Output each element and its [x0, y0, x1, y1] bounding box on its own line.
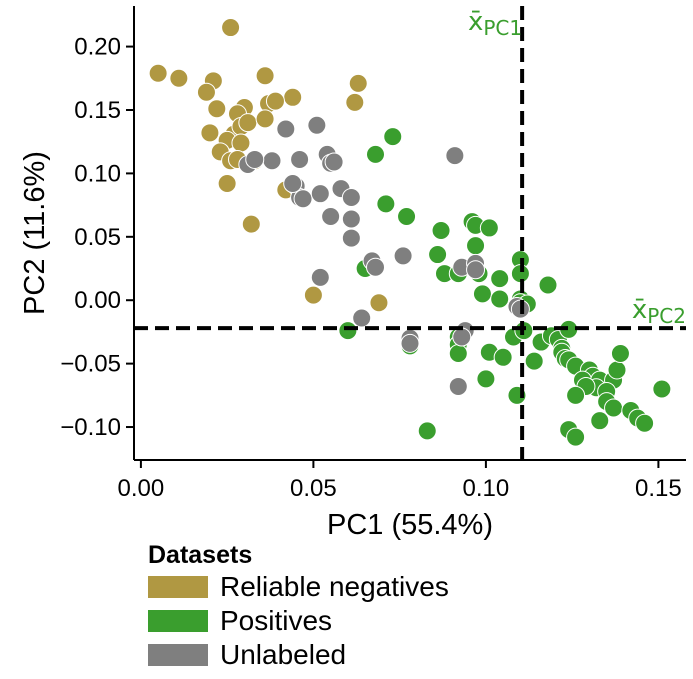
point-positives: [428, 245, 448, 265]
point-unlabeled: [310, 267, 330, 287]
point-unlabeled: [245, 149, 265, 169]
y-tick-label: 0.00: [74, 287, 121, 314]
legend-label: Reliable negatives: [220, 571, 449, 602]
point-positives: [472, 284, 492, 304]
point-unlabeled: [341, 187, 361, 207]
point-positives: [590, 411, 610, 431]
point-positives: [476, 369, 496, 389]
legend-label: Unlabeled: [220, 639, 347, 670]
point-reliable-negatives: [196, 82, 216, 102]
point-unlabeled: [283, 174, 303, 194]
point-positives: [607, 360, 627, 380]
point-reliable-negatives: [207, 99, 227, 119]
mean-lines: [134, 6, 686, 460]
point-unlabeled: [393, 246, 413, 266]
point-positives: [397, 207, 417, 227]
point-positives: [383, 127, 403, 147]
y-ticks: −0.10 −0.05 0.00 0.05 0.10 0.15 0.20: [60, 34, 134, 441]
point-positives: [376, 194, 396, 214]
y-tick-label: 0.10: [74, 160, 121, 187]
point-unlabeled: [341, 228, 361, 248]
y-tick-label: 0.15: [74, 97, 121, 124]
point-reliable-negatives: [348, 73, 368, 93]
point-reliable-negatives: [169, 68, 189, 88]
point-unlabeled: [310, 184, 330, 204]
point-unlabeled: [352, 308, 372, 328]
legend-swatch: [148, 576, 208, 598]
y-tick-label: −0.05: [60, 351, 121, 378]
point-positives: [479, 218, 499, 238]
point-unlabeled: [448, 376, 468, 396]
point-reliable-negatives: [303, 285, 323, 305]
point-unlabeled: [452, 327, 472, 347]
point-unlabeled: [400, 333, 420, 353]
point-positives: [652, 379, 672, 399]
x-tick-label: 0.05: [290, 475, 337, 502]
point-unlabeled: [366, 257, 385, 277]
point-reliable-negatives: [231, 133, 251, 153]
legend-swatch: [148, 644, 208, 666]
point-positives: [490, 269, 510, 289]
point-positives: [493, 347, 513, 367]
y-axis-label: PC2 (11.6%): [19, 151, 51, 315]
legend-item-reliable-negatives: Reliable negatives: [148, 570, 449, 604]
point-reliable-negatives: [241, 214, 261, 234]
point-unlabeled: [290, 149, 310, 169]
legend: Datasets Reliable negatives Positives Un…: [148, 540, 449, 672]
point-reliable-negatives: [265, 91, 285, 111]
point-reliable-negatives: [148, 63, 168, 83]
point-reliable-negatives: [238, 113, 258, 133]
legend-item-positives: Positives: [148, 604, 449, 638]
x-tick-label: 0.15: [635, 475, 682, 502]
point-positives: [417, 421, 437, 441]
point-reliable-negatives: [221, 18, 241, 38]
points-layer: [148, 18, 672, 447]
point-unlabeled: [466, 260, 486, 280]
point-positives: [538, 275, 558, 295]
point-positives: [610, 343, 630, 363]
point-positives: [490, 289, 510, 309]
point-unlabeled: [262, 151, 282, 171]
legend-item-unlabeled: Unlabeled: [148, 638, 449, 672]
y-tick-label: 0.05: [74, 224, 121, 251]
point-unlabeled: [321, 207, 341, 227]
point-reliable-negatives: [345, 92, 365, 112]
x-axis-label: PC1 (55.4%): [327, 509, 493, 541]
y-tick-label: −0.10: [60, 414, 121, 441]
point-reliable-negatives: [255, 109, 275, 129]
point-positives: [524, 351, 544, 371]
point-positives: [566, 427, 586, 447]
legend-swatch: [148, 610, 208, 632]
point-reliable-negatives: [283, 87, 303, 107]
point-positives: [448, 343, 468, 363]
point-unlabeled: [307, 115, 327, 135]
point-positives: [604, 398, 624, 418]
point-reliable-negatives: [369, 293, 389, 313]
point-unlabeled: [445, 146, 465, 166]
point-positives: [566, 385, 586, 405]
point-positives: [466, 236, 486, 256]
y-tick-label: 0.20: [74, 34, 121, 61]
point-positives: [366, 144, 385, 164]
point-positives: [635, 413, 655, 433]
mean-pc2-label: x̄PC2: [632, 295, 686, 328]
point-reliable-negatives: [255, 66, 275, 86]
point-unlabeled: [341, 209, 361, 229]
point-positives: [431, 220, 451, 240]
legend-title: Datasets: [148, 541, 253, 569]
point-unlabeled: [324, 152, 344, 172]
point-positives: [338, 321, 358, 341]
point-unlabeled: [276, 119, 296, 139]
point-reliable-negatives: [217, 174, 237, 194]
x-ticks: 0.00 0.05 0.10 0.15: [118, 460, 682, 502]
point-reliable-negatives: [200, 123, 220, 143]
axes: 0.00 0.05 0.10 0.15 −0.10−0.050.000.050.100…: [60, 6, 686, 502]
mean-pc1-label: x̄PC1: [468, 7, 522, 40]
x-tick-label: 0.00: [118, 475, 165, 502]
point-unlabeled: [293, 189, 313, 209]
x-tick-label: 0.10: [463, 475, 510, 502]
legend-label: Positives: [220, 605, 333, 636]
